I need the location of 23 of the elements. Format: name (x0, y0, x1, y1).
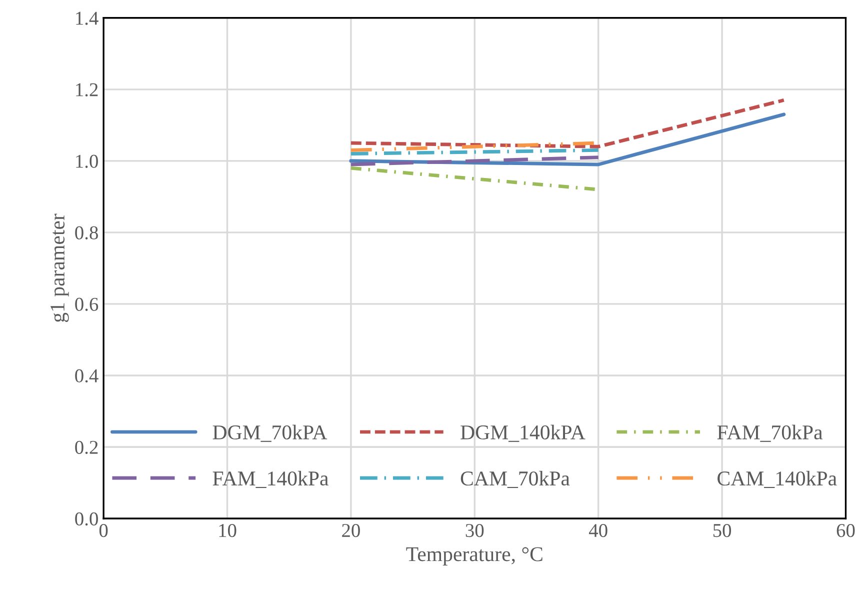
x-tick-label: 10 (219, 524, 236, 538)
y-tick-label: 0.6 (75, 298, 98, 311)
x-tick-label: 50 (713, 524, 732, 538)
y-tick-label: 1.0 (76, 154, 98, 168)
y-tick-label: 1.2 (76, 83, 98, 96)
y-axis-title: g1 parameter (50, 214, 69, 322)
legend-label: DGM_140kPA (460, 424, 586, 442)
x-tick-label: 60 (836, 524, 855, 538)
legend-label: FAM_140kPa (212, 470, 328, 488)
x-tick-label: 0 (99, 524, 108, 538)
y-tick-label: 0.0 (75, 512, 98, 526)
y-tick-label: 1.4 (76, 12, 98, 25)
legend-label: CAM_140kPa (718, 470, 837, 488)
legend-label: FAM_70kPa (717, 424, 823, 442)
x-tick-label: 30 (466, 524, 484, 538)
y-tick-label: 0.2 (75, 440, 98, 454)
x-tick-label: 40 (589, 524, 608, 538)
legend-label: CAM_70kPa (460, 470, 570, 488)
legend-label: DGM_70kPA (212, 424, 328, 442)
y-tick-label: 0.4 (75, 369, 98, 383)
y-tick-label: 0.8 (75, 226, 98, 240)
x-axis-title: Temperature, °C (406, 547, 542, 566)
x-tick-label: 20 (342, 524, 360, 538)
